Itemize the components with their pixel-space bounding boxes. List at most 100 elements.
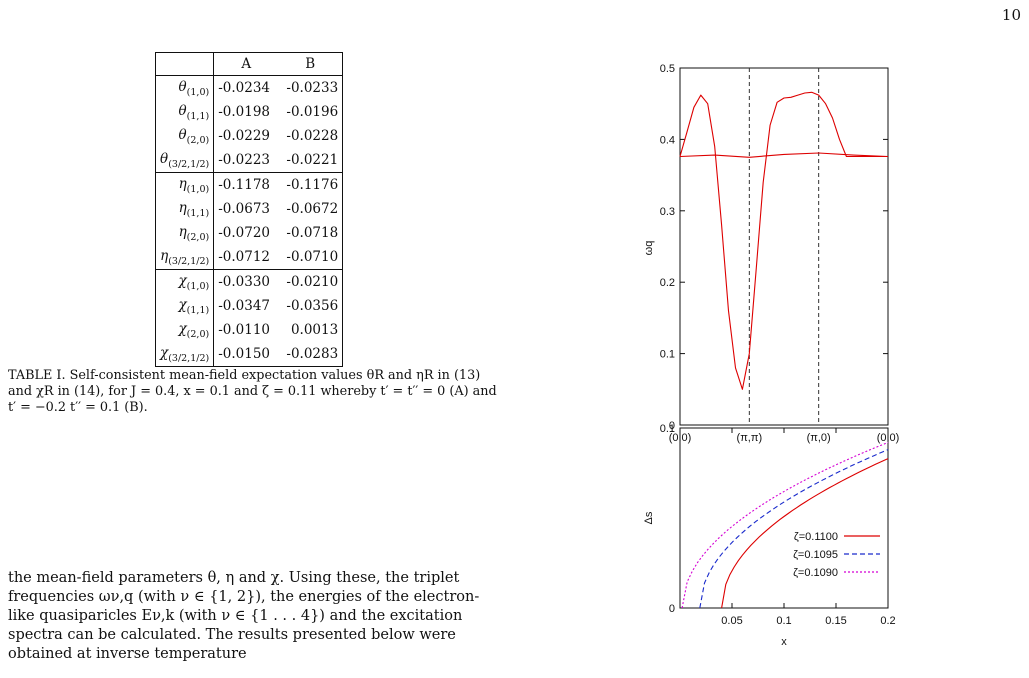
- legend-label: ζ=0.1095: [793, 549, 838, 561]
- value-b: -0.0672: [286, 201, 339, 217]
- value-b: -0.1176: [278, 172, 343, 197]
- table-row: χ(1,1) -0.0347 -0.0356: [155, 294, 343, 318]
- table-row: η(3/2,1/2) -0.0712 -0.0710: [155, 245, 343, 270]
- value-a: -0.0330: [213, 269, 279, 294]
- symbol: θ: [178, 126, 187, 143]
- table-row: η(1,0) -0.1178 -0.1176: [155, 172, 343, 197]
- symbol: θ: [178, 78, 187, 95]
- symbol-subscript: (1,0): [186, 280, 210, 292]
- y-tick-label: 0.2: [660, 277, 675, 289]
- figure: 00.10.20.30.40.5 (0,0) (π,π) (π,0) (0,0) ωq…: [643, 63, 899, 648]
- value-b: -0.0233: [278, 75, 343, 100]
- top-ylabel: ωq: [643, 241, 655, 256]
- y-tick-label: 0.4: [660, 134, 675, 146]
- value-a: -0.0110: [218, 322, 271, 338]
- symbol: η: [178, 223, 187, 240]
- table-row: χ(3/2,1/2) -0.0150 -0.0283: [155, 342, 343, 367]
- symbol-subscript: (3/2,1/2): [168, 255, 210, 267]
- table-header-a: A: [213, 52, 279, 76]
- legend-label: ζ=0.1090: [793, 567, 838, 579]
- row-symbol: χ(2,0): [155, 318, 215, 342]
- value-b: -0.0356: [286, 298, 339, 314]
- value-a: -0.0198: [218, 104, 271, 120]
- body-paragraph: the mean-field parameters θ, η and χ. Us…: [8, 570, 480, 662]
- value-a: -0.0673: [218, 201, 271, 217]
- table-header-b: B: [278, 52, 343, 76]
- x-tick-label: (π,0): [807, 432, 831, 444]
- symbol-subscript: (1,1): [186, 304, 210, 316]
- chart-delta: 00.1 0.05 0.1 0.15 0.2 ζ=0.1100ζ=0.1095ζ=0.…: [643, 423, 896, 648]
- series-line: [679, 152, 889, 158]
- value-a: -0.0150: [218, 346, 271, 362]
- value-a: -0.0347: [218, 298, 271, 314]
- chart-omega: 00.10.20.30.40.5 (0,0) (π,π) (π,0) (0,0) ωq: [643, 63, 899, 444]
- row-symbol: η(1,0): [155, 172, 215, 197]
- table-caption: TABLE I. Self-consistent mean-field expe…: [8, 368, 497, 415]
- x-tick-label: 0.15: [825, 615, 846, 627]
- symbol-subscript: (1,1): [186, 110, 210, 122]
- page-number: 10: [1001, 6, 1021, 24]
- table-header-row: A B: [155, 52, 343, 76]
- table-row: χ(2,0) -0.0110 0.0013: [155, 318, 343, 342]
- symbol: χ: [178, 272, 187, 289]
- mean-field-table: A B θ(1,0) -0.0234 -0.0233 θ(1,1) -0.0198 -0.…: [155, 52, 344, 367]
- value-a: -0.1178: [213, 172, 279, 197]
- series-line: [699, 449, 889, 609]
- symbol: η: [178, 175, 187, 192]
- series-line: [721, 458, 889, 609]
- value-b: -0.0710: [286, 249, 339, 265]
- row-symbol: θ(2,0): [155, 124, 215, 148]
- table-row: θ(1,1) -0.0198 -0.0196: [155, 100, 343, 124]
- plot-frame-top: [679, 67, 889, 426]
- x-tick-label: 0.05: [721, 615, 742, 627]
- symbol: χ: [178, 296, 187, 313]
- value-a: -0.0223: [218, 152, 271, 168]
- table-row: θ(2,0) -0.0229 -0.0228: [155, 124, 343, 148]
- value-b: -0.0196: [286, 104, 339, 120]
- x-tick-label: 0.1: [776, 615, 791, 627]
- value-a: -0.0234: [213, 75, 279, 100]
- symbol-subscript: (2,0): [186, 134, 210, 146]
- bottom-ylabel: Δs: [643, 511, 655, 524]
- bottom-xlabel: x: [781, 636, 787, 648]
- x-tick-label: 0.2: [880, 615, 895, 627]
- table-row: η(1,1) -0.0673 -0.0672: [155, 197, 343, 221]
- symbol-subscript: (3/2,1/2): [168, 158, 210, 170]
- symbol-subscript: (2,0): [186, 231, 210, 243]
- row-symbol: θ(1,0): [155, 75, 215, 100]
- table-header-empty: [155, 52, 215, 76]
- symbol-subscript: (1,0): [186, 86, 210, 98]
- row-symbol: χ(3/2,1/2): [155, 342, 215, 367]
- symbol-subscript: (1,0): [186, 183, 210, 195]
- value-b: -0.0228: [286, 128, 339, 144]
- series-line: [681, 441, 889, 609]
- body-text: the mean-field parameters θ, η and χ. Us…: [8, 569, 498, 664]
- y-tick-label: 0.1: [660, 423, 675, 435]
- y-tick-label: 0.1: [660, 349, 675, 361]
- table-row: η(2,0) -0.0720 -0.0718: [155, 221, 343, 245]
- symbol: η: [178, 199, 187, 216]
- table-row: χ(1,0) -0.0330 -0.0210: [155, 269, 343, 294]
- value-a: -0.0720: [218, 225, 271, 241]
- row-symbol: χ(1,1): [155, 294, 215, 318]
- row-symbol: η(2,0): [155, 221, 215, 245]
- row-symbol: χ(1,0): [155, 269, 215, 294]
- table-body: θ(1,0) -0.0234 -0.0233 θ(1,1) -0.0198 -0.0196…: [155, 75, 343, 367]
- symbol: η: [160, 247, 169, 264]
- value-a: -0.0229: [218, 128, 271, 144]
- table-row: θ(1,0) -0.0234 -0.0233: [155, 75, 343, 100]
- symbol-subscript: (3/2,1/2): [168, 352, 210, 364]
- y-tick-label: 0.5: [660, 63, 675, 75]
- symbol: θ: [178, 102, 187, 119]
- value-b: -0.0221: [286, 152, 339, 168]
- row-symbol: θ(3/2,1/2): [155, 148, 215, 173]
- row-symbol: θ(1,1): [155, 100, 215, 124]
- y-tick-label: 0: [669, 420, 675, 432]
- symbol: χ: [178, 320, 187, 337]
- table-row: θ(3/2,1/2) -0.0223 -0.0221: [155, 148, 343, 173]
- row-symbol: η(1,1): [155, 197, 215, 221]
- plot-frame-bottom: [679, 427, 889, 609]
- value-b: 0.0013: [290, 322, 339, 338]
- value-b: -0.0718: [286, 225, 339, 241]
- symbol-subscript: (2,0): [186, 328, 210, 340]
